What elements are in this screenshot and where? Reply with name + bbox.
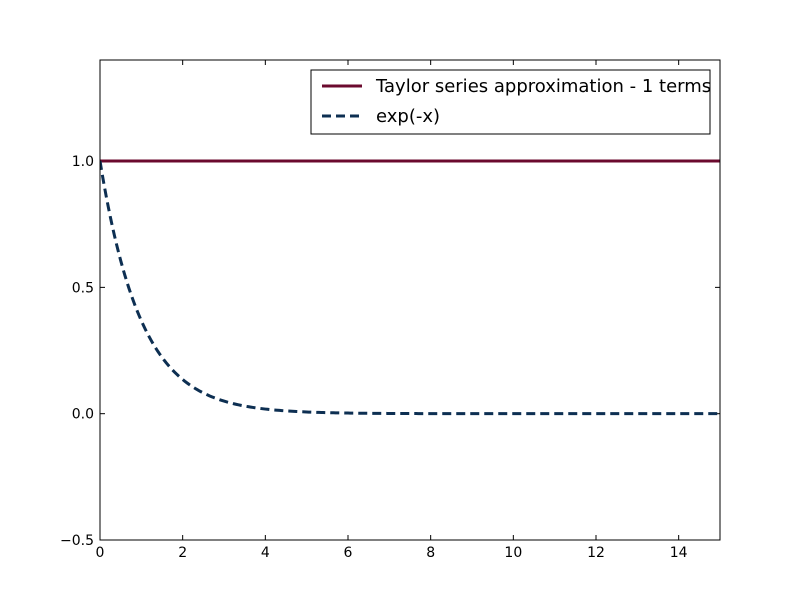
y-tick-label: 0.0 [72, 407, 94, 423]
series-line-1 [100, 160, 720, 416]
ticks: 0 2 4 6 8 10 12 14 −0.5 0.0 0.5 1.0 [60, 60, 720, 561]
y-tick-label: 1.0 [72, 154, 94, 170]
x-tick-label: 12 [587, 545, 605, 561]
legend: Taylor series approximation - 1 terms exp… [310, 69, 711, 135]
x-tick-label: 10 [504, 545, 522, 561]
series-layer [100, 159, 720, 416]
y-tick-label: 0.5 [72, 280, 94, 296]
y-tick-label: −0.5 [60, 533, 94, 549]
x-tick-label: 4 [261, 545, 270, 561]
legend-box [310, 69, 711, 135]
x-tick-label: 0 [96, 545, 105, 561]
legend-label-1: exp(-x) [376, 106, 440, 127]
x-tick-label: 8 [426, 545, 435, 561]
plot-area-frame [99, 59, 721, 541]
x-tick-label: 6 [344, 545, 353, 561]
x-tick-label: 14 [670, 545, 688, 561]
legend-label-0: Taylor series approximation - 1 terms [375, 76, 711, 97]
x-tick-label: 2 [178, 545, 187, 561]
